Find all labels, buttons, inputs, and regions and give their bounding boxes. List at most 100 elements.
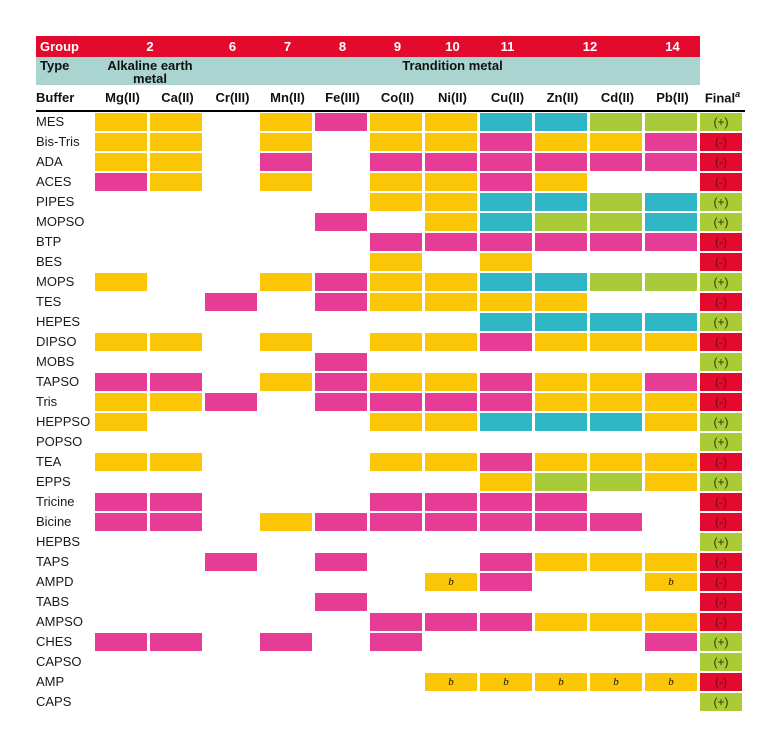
matrix-cell: [95, 392, 150, 412]
matrix-cell: [480, 192, 535, 212]
metal-column-headers: Mg(II) Ca(II) Cr(III) Mn(II) Fe(III) Co(II) Ni…: [95, 90, 700, 105]
cell-color-block: [645, 113, 697, 131]
matrix-cell: [205, 652, 260, 672]
matrix-cell: [205, 132, 260, 152]
matrix-cell: [590, 532, 645, 552]
matrix-cell: [535, 452, 590, 472]
cell-color-block: [425, 393, 477, 411]
cell-color-block: [205, 553, 257, 571]
table-row: HEPES (+): [36, 312, 746, 332]
final-result-cell: (-): [700, 132, 745, 152]
matrix-cell: [480, 152, 535, 172]
cell-color-block: [480, 153, 532, 171]
matrix-cell: [590, 112, 645, 132]
matrix-cell: [590, 312, 645, 332]
matrix-cell: [645, 392, 700, 412]
matrix-cell: [425, 372, 480, 392]
matrix-cell: [425, 392, 480, 412]
final-result-cell: (+): [700, 472, 745, 492]
final-result-cell: (-): [700, 592, 745, 612]
cell-color-block: [535, 313, 587, 331]
matrix-cell: [95, 152, 150, 172]
cell-color-block: b: [535, 673, 587, 691]
matrix-cell: [315, 532, 370, 552]
table-row: HEPPSO (+): [36, 412, 746, 432]
cell-color-block: [480, 253, 532, 271]
matrix-cell: [590, 612, 645, 632]
matrix-cell: [645, 612, 700, 632]
matrix-cell: [315, 372, 370, 392]
cell-color-block: [590, 153, 642, 171]
matrix-cell: [480, 332, 535, 352]
final-header-footnote-marker: a: [735, 89, 741, 100]
metal-column-header: Zn(II): [546, 90, 579, 105]
final-result-cell: (-): [700, 252, 745, 272]
matrix-cell: [480, 472, 535, 492]
cell-color-block: [590, 373, 642, 391]
matrix-cell: [315, 672, 370, 692]
matrix-cell: [370, 512, 425, 532]
matrix-cell: [425, 132, 480, 152]
matrix-cell: [315, 572, 370, 592]
matrix-cell: [205, 112, 260, 132]
cell-color-block: [535, 493, 587, 511]
matrix-cell: [95, 552, 150, 572]
cell-color-block: [645, 213, 697, 231]
matrix-cell: [370, 692, 425, 712]
matrix-cell: [260, 652, 315, 672]
matrix-cell: [645, 652, 700, 672]
matrix-cell: [205, 592, 260, 612]
table-row: PIPES (+): [36, 192, 746, 212]
cell-color-block: [535, 513, 587, 531]
cell-color-block: [645, 233, 697, 251]
matrix-cell: [425, 512, 480, 532]
buffer-label: TABS: [36, 594, 69, 609]
buffer-label: DIPSO: [36, 334, 77, 349]
matrix-cell: [150, 412, 205, 432]
cell-color-block: [480, 293, 532, 311]
matrix-cell: [535, 512, 590, 532]
matrix-cell: [205, 412, 260, 432]
matrix-cell: [370, 292, 425, 312]
cell-color-block: [645, 133, 697, 151]
matrix-cell: [590, 512, 645, 532]
matrix-cell: [315, 292, 370, 312]
cell-color-block: [590, 233, 642, 251]
cell-color-block: [480, 613, 532, 631]
cell-color-block: [370, 233, 422, 251]
matrix-cell: [205, 672, 260, 692]
matrix-cell: [260, 292, 315, 312]
matrix-cell: [315, 172, 370, 192]
table-row: CHES (+): [36, 632, 746, 652]
matrix-cell: [425, 612, 480, 632]
matrix-cell: [480, 552, 535, 572]
matrix-cell: [645, 372, 700, 392]
group-number: 7: [283, 39, 292, 54]
cell-color-block: [425, 233, 477, 251]
final-result-cell: (-): [700, 392, 745, 412]
matrix-cell: [535, 532, 590, 552]
matrix-cell: [150, 572, 205, 592]
final-negative-badge: (-): [700, 233, 742, 251]
matrix-cell: [590, 152, 645, 172]
type-header-row: Type Alkaline earth metal Trandition meta…: [36, 57, 700, 85]
cell-color-block: [645, 333, 697, 351]
matrix-cell: [315, 692, 370, 712]
cell-color-block: [480, 233, 532, 251]
matrix-cell: [370, 592, 425, 612]
matrix-cell: [150, 672, 205, 692]
cell-color-block: [590, 413, 642, 431]
table-row: Tricine (-): [36, 492, 746, 512]
final-positive-badge: (+): [700, 213, 742, 231]
cell-color-block: [480, 173, 532, 191]
matrix-cell: [590, 572, 645, 592]
matrix-cell: [315, 612, 370, 632]
cell-color-block: [590, 313, 642, 331]
cell-color-block: [150, 633, 202, 651]
cell-color-block: [95, 273, 147, 291]
matrix-cell: [590, 632, 645, 652]
matrix-cell: [150, 592, 205, 612]
matrix-cell: [95, 632, 150, 652]
matrix-cell: [205, 152, 260, 172]
cell-color-block: [425, 133, 477, 151]
